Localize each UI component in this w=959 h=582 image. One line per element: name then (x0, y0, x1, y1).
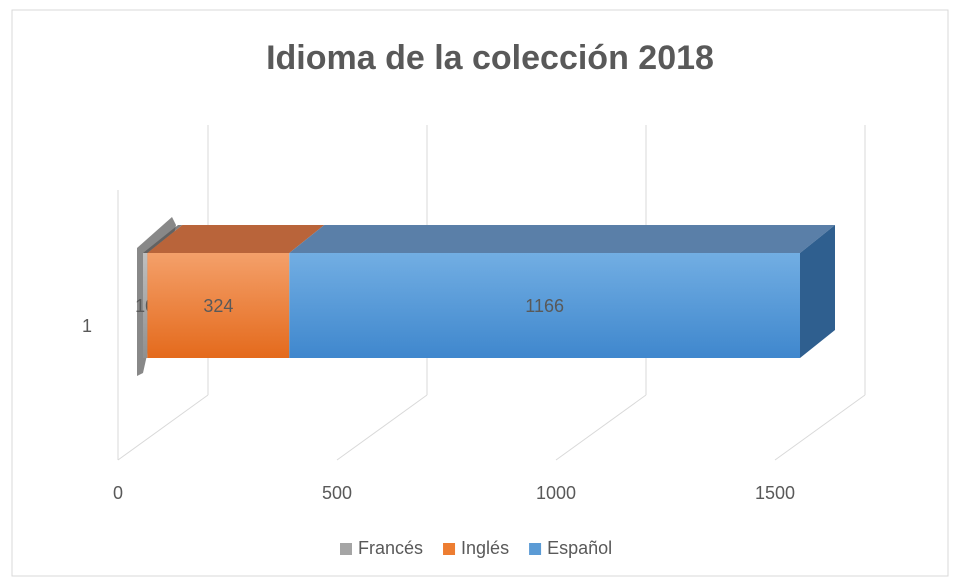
legend-label: Inglés (461, 538, 509, 558)
grid-line (774, 394, 866, 461)
legend-swatch (529, 543, 542, 555)
x-tick-label: 1000 (536, 483, 576, 503)
data-label: 324 (203, 296, 233, 316)
x-tick-label: 500 (322, 483, 352, 503)
grid-line (555, 394, 647, 461)
bar (147, 253, 290, 358)
bar (289, 253, 800, 358)
grid-line (117, 394, 209, 461)
legend-label: Francés (358, 538, 423, 558)
bar-side (800, 225, 835, 358)
legend-swatch (340, 543, 352, 555)
bar-top (289, 225, 835, 253)
legend-label: Español (547, 538, 612, 558)
data-label: 1166 (525, 296, 564, 316)
y-tick-label: 1 (82, 316, 92, 336)
x-tick-label: 1500 (755, 483, 795, 503)
bar (143, 253, 148, 358)
grid-line (336, 394, 428, 461)
chart-title: Idioma de la colección 2018 (266, 39, 714, 77)
bar-top (147, 225, 325, 253)
x-tick-label: 0 (113, 483, 123, 503)
legend-swatch (443, 543, 456, 555)
